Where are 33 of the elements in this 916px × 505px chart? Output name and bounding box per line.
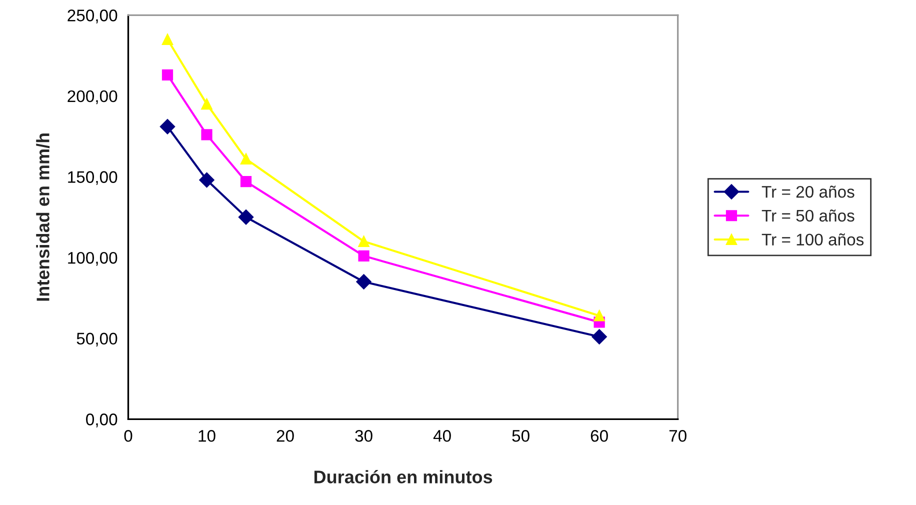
y-tick-label: 250,00 (68, 10, 118, 24)
y-tick-label: 50,00 (76, 332, 118, 347)
point (162, 69, 174, 80)
x-tick-label: 20 (276, 430, 294, 442)
point (201, 98, 212, 110)
x-tick-label: 30 (355, 430, 372, 442)
legend-label: Tr = 20 años (762, 186, 854, 198)
legend-label: Tr = 100 años (762, 233, 864, 246)
point (358, 236, 370, 247)
x-tick-label: 10 (198, 430, 216, 442)
y-tick-label: 100,00 (68, 252, 118, 266)
x-axis-title: Duración en minutos (314, 470, 492, 484)
x-tick-label: 60 (590, 430, 608, 442)
y-tick-label: 200,00 (68, 90, 118, 104)
point (356, 274, 372, 290)
point (592, 329, 607, 344)
x-tick-label: 70 (669, 430, 686, 442)
point (201, 129, 212, 140)
legend-label: Tr = 50 años (762, 210, 854, 222)
point (238, 210, 254, 225)
y-axis-title: Intensidad en mm/h (36, 133, 50, 301)
point (594, 310, 605, 322)
point (199, 172, 214, 188)
point (240, 153, 252, 165)
point (240, 176, 252, 188)
y-tick-label: 0,00 (86, 414, 118, 428)
x-tick-label: 50 (512, 430, 530, 442)
x-tick-label: 0 (124, 430, 132, 442)
y-tick-label: 150,00 (68, 171, 118, 185)
point (160, 119, 176, 134)
point (162, 34, 174, 45)
x-tick-label: 40 (433, 430, 451, 442)
point (358, 250, 370, 262)
